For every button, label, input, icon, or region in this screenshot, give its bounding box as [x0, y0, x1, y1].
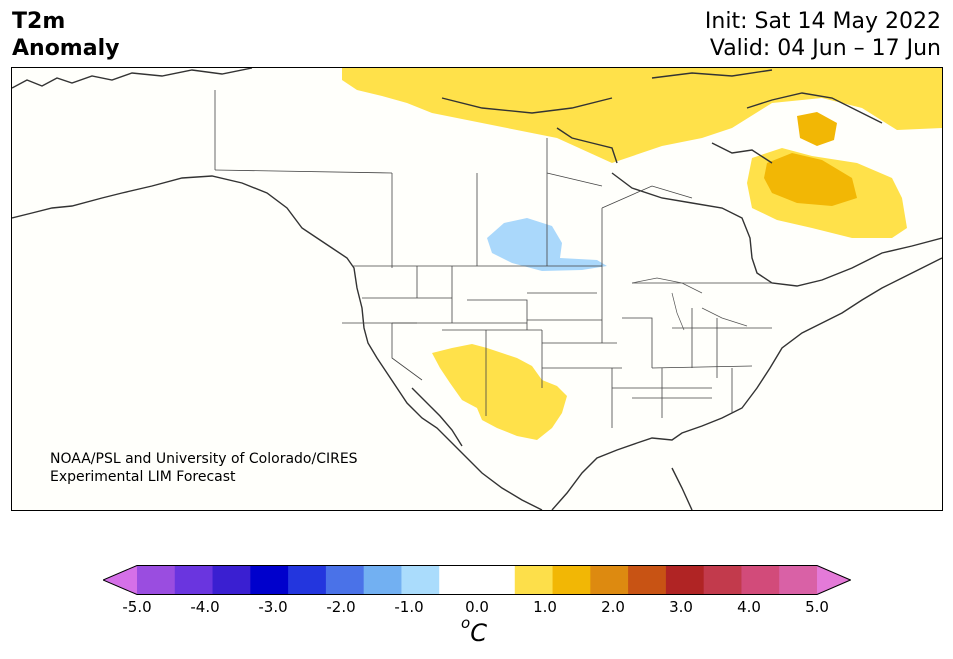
colorbar-tick-label: -2.0: [326, 598, 356, 616]
colorbar-tick-label: -4.0: [190, 598, 220, 616]
init-date: Init: Sat 14 May 2022: [704, 9, 941, 34]
colorbar-tick-label: 0.0: [465, 598, 489, 616]
coastlines: [12, 68, 942, 510]
colorbar-tick-label: 5.0: [805, 598, 829, 616]
title-type: Anomaly: [12, 36, 120, 61]
political-boundaries: [214, 90, 772, 428]
map-title: T2m Anomaly: [12, 8, 119, 62]
north-america-map: [12, 68, 942, 510]
colorbar-segment: [439, 565, 478, 595]
colorbar-segment: [250, 565, 289, 595]
colorbar-segment: [477, 565, 516, 595]
anomaly-region-baffin-strong: [797, 112, 837, 146]
unit-degree: o: [461, 614, 471, 632]
colorbar-tick-label: -3.0: [258, 598, 288, 616]
colorbar-segment: [628, 565, 667, 595]
colorbar-segment: [665, 565, 705, 595]
colorbar-tick-label: 3.0: [669, 598, 693, 616]
colorbar-segment: [703, 565, 742, 595]
anomaly-region-northern-canada: [342, 68, 942, 163]
colorbar-segment: [779, 565, 818, 595]
credit-line-2: Experimental LIM Forecast: [50, 469, 236, 485]
colorbar-tick-label: -1.0: [394, 598, 424, 616]
colorbar-outline: [103, 565, 851, 595]
colorbar-extend-high: [817, 565, 851, 595]
colorbar-segment: [363, 565, 402, 595]
colorbar-tick-label: 4.0: [737, 598, 761, 616]
title-variable: T2m: [12, 9, 66, 34]
colorbar-segment: [288, 565, 327, 595]
forecast-credit: NOAA/PSL and University of Colorado/CIRE…: [50, 450, 358, 486]
colorbar-segment: [137, 565, 176, 595]
colorbar-unit: oC: [461, 614, 487, 647]
map-panel: NOAA/PSL and University of Colorado/CIRE…: [11, 67, 943, 511]
credit-line-1: NOAA/PSL and University of Colorado/CIRE…: [50, 451, 358, 467]
colorbar-tick-label: 1.0: [533, 598, 557, 616]
colorbar-segment: [401, 565, 440, 595]
colorbar-tick-label: 2.0: [601, 598, 625, 616]
colorbar: [103, 565, 851, 595]
anomaly-region-quebec-strong: [764, 153, 857, 206]
colorbar-extend-low: [103, 565, 137, 595]
colorbar-segment: [174, 565, 214, 595]
forecast-dates: Init: Sat 14 May 2022 Valid: 04 Jun – 17…: [705, 8, 941, 62]
unit-celsius: C: [470, 619, 487, 647]
colorbar-ticks: -5.0 -4.0 -3.0 -2.0 -1.0 0.0 1.0 2.0 3.0 4.0 5.0: [0, 598, 953, 618]
valid-date: Valid: 04 Jun – 17 Jun: [709, 36, 941, 61]
colorbar-segment: [212, 565, 251, 595]
colorbar-tick-label: -5.0: [122, 598, 152, 616]
colorbar-segment: [590, 565, 629, 595]
colorbar-segment: [552, 565, 591, 595]
colorbar-segment: [741, 565, 780, 595]
great-lakes: [631, 277, 748, 331]
anomaly-region-southwest: [432, 344, 567, 440]
colorbar-segment: [514, 565, 554, 595]
colorbar-segment: [325, 565, 365, 595]
